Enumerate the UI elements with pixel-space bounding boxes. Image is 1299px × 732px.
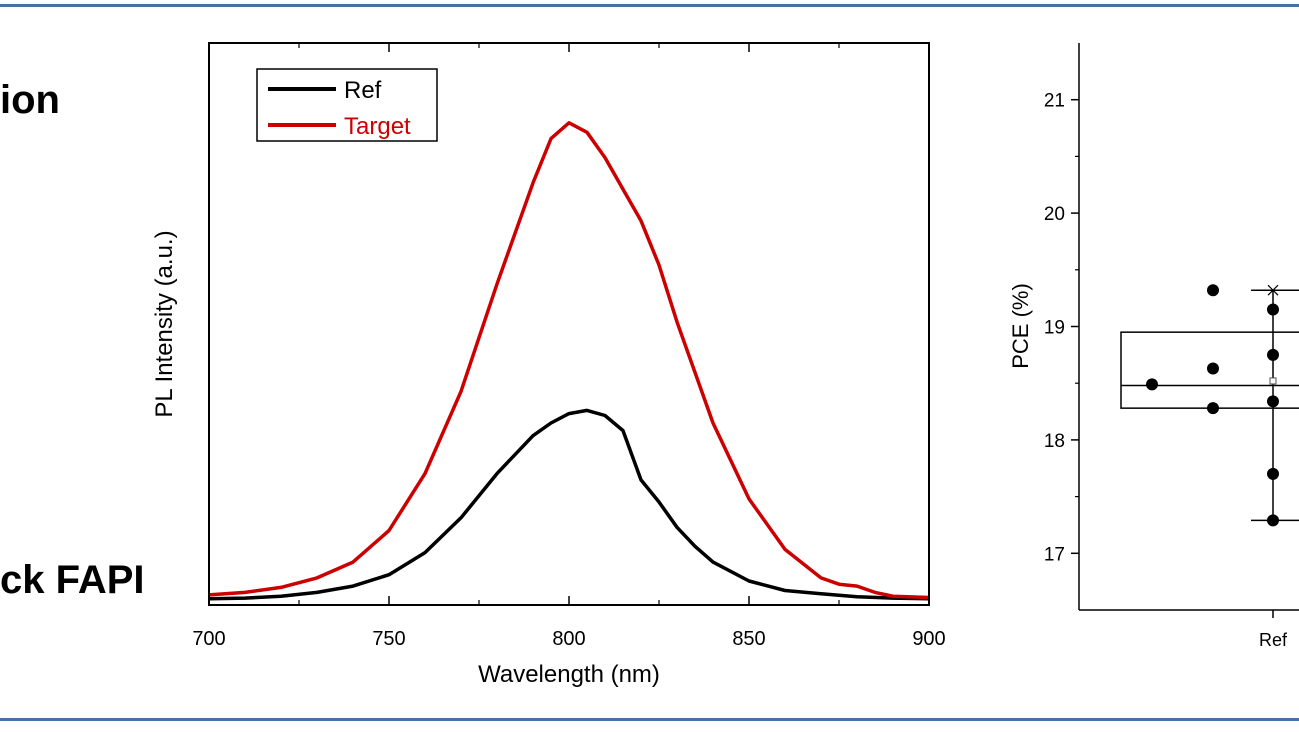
box-data-point (1207, 402, 1219, 415)
box-mean-marker (1269, 377, 1277, 385)
pl-xtick-label: 850 (732, 628, 765, 650)
box-data-point (1267, 395, 1279, 408)
pl-legend: Ref Target (256, 68, 438, 142)
pl-yaxis-label: PL Intensity (a.u.) (151, 230, 178, 417)
box-ytick-label: 18 (1044, 431, 1065, 452)
pl-xtick-label: 900 (912, 628, 945, 650)
pl-plot-frame (208, 42, 930, 606)
box-data-point (1267, 514, 1279, 527)
top-border (0, 4, 1299, 7)
pl-legend-target-label: Target (344, 113, 411, 140)
pl-series-ref (208, 408, 930, 601)
slide-text-top: ion (0, 78, 60, 122)
box-data-point (1207, 284, 1219, 297)
box-data-point (1267, 348, 1279, 361)
pl-xtick-label: 700 (192, 628, 225, 650)
box-ytick-label: 20 (1044, 204, 1065, 225)
box-data-point (1207, 362, 1219, 375)
box-category-label: Ref (1259, 630, 1288, 650)
box-ytick-label: 19 (1044, 318, 1065, 339)
pl-xtick-label: 750 (372, 628, 405, 650)
box-ytick-label: 21 (1044, 91, 1065, 112)
pl-series-target (208, 121, 930, 600)
box-data-point (1267, 303, 1279, 316)
pl-xtick-label: 800 (552, 628, 585, 650)
pl-legend-ref-label: Ref (344, 77, 382, 104)
box-data-point (1146, 378, 1158, 391)
pl-legend-box (256, 68, 438, 142)
slide-text-bottom: ck FAPI (0, 558, 145, 602)
bottom-border (0, 718, 1299, 721)
box-yaxis-label: PCE (%) (1008, 283, 1033, 369)
box-data-point (1267, 467, 1279, 480)
box-max-cross (1267, 284, 1279, 296)
box-iqr (1120, 331, 1299, 409)
pl-xaxis-label: Wavelength (nm) (478, 661, 660, 688)
box-ytick-label: 17 (1044, 544, 1065, 565)
